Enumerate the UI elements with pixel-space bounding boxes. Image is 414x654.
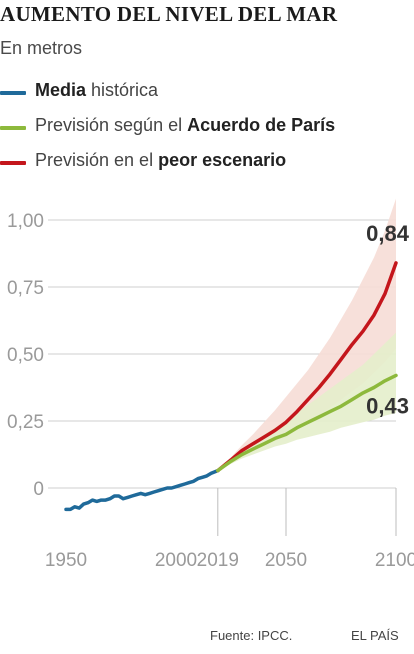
legend-label-paris-bold: Acuerdo de París: [187, 115, 336, 135]
paris-series-line: [216, 373, 398, 473]
worst-case-series-line: [216, 261, 398, 473]
legend-swatch-historical: [0, 91, 26, 95]
legend-label-worst-bold: peor escenario: [158, 150, 287, 170]
y-tick-label: 1,00: [7, 211, 44, 232]
y-tick-label: 0,25: [7, 412, 44, 433]
legend-swatch-worst: [0, 161, 26, 165]
worst-case-end-value-label: 0,84: [366, 221, 410, 246]
legend-item-historical: Media histórica: [0, 80, 414, 115]
legend-label-worst: Previsión en el peor escenario: [35, 150, 286, 171]
x-tick-label: 2019: [197, 550, 239, 571]
legend-swatch-paris: [0, 126, 26, 130]
y-tick-label: 0,75: [7, 278, 44, 299]
x-tick-label: 2050: [265, 550, 307, 571]
legend-label-paris-prefix: Previsión según el: [35, 115, 188, 135]
historical-series-line: [64, 468, 220, 512]
source-note: Fuente: IPCC.: [210, 628, 293, 643]
legend-label-historical: Media histórica: [35, 80, 158, 101]
paris-end-value-label: 0,43: [366, 393, 409, 418]
legend-item-paris: Previsión según el Acuerdo de París: [0, 115, 414, 150]
x-tick-label: 2000: [155, 550, 197, 571]
y-tick-label: 0,50: [7, 345, 44, 366]
chart-subtitle: En metros: [0, 38, 83, 58]
legend-label-paris: Previsión según el Acuerdo de París: [35, 115, 335, 136]
legend-label-worst-prefix: Previsión en el: [35, 150, 159, 170]
x-tick-label: 1950: [45, 550, 87, 571]
chart-title: AUMENTO DEL NIVEL DEL MAR: [0, 2, 338, 26]
legend-label-historical-bold: Media: [35, 80, 87, 100]
legend: Media histórica Previsión según el Acuer…: [0, 80, 414, 185]
x-tick-label: 2100: [375, 550, 414, 571]
brand-credit: EL PAÍS: [351, 628, 399, 643]
legend-item-worst: Previsión en el peor escenario: [0, 150, 414, 185]
legend-label-historical-rest: histórica: [86, 80, 159, 100]
y-tick-label: 0: [33, 479, 44, 500]
